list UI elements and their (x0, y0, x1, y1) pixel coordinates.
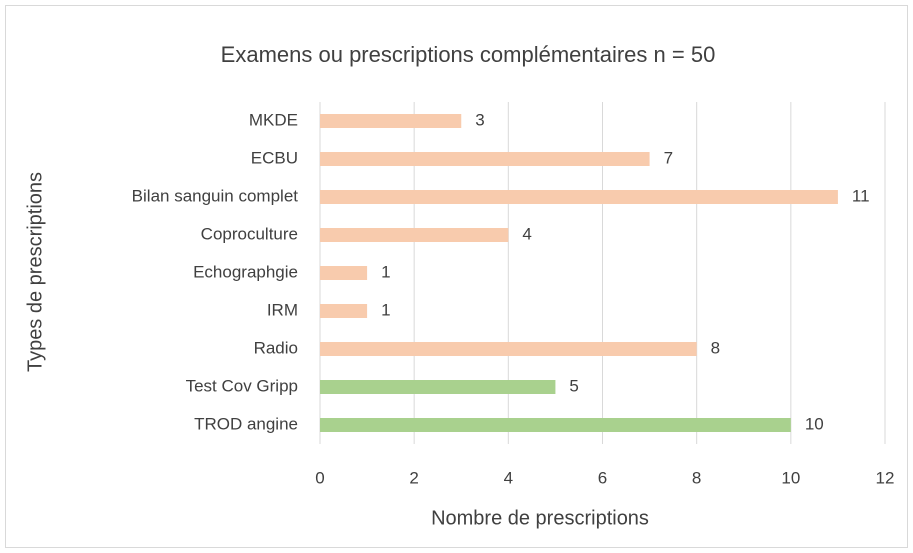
chart-border (5, 5, 908, 548)
y-tick-label: Test Cov Gripp (186, 376, 298, 395)
x-tick-label: 0 (315, 468, 324, 487)
x-axis-label: Nombre de prescriptions (431, 507, 649, 529)
bar (320, 228, 509, 242)
bar (320, 114, 462, 128)
x-tick-label: 4 (504, 468, 513, 487)
bar (320, 190, 838, 204)
y-tick-label: TROD angine (194, 414, 298, 433)
x-tick-label: 8 (692, 468, 701, 487)
chart-title: Examens ou prescriptions complémentaires… (221, 42, 716, 67)
bar (320, 342, 697, 356)
value-label: 7 (664, 148, 673, 167)
y-tick-label: Coproculture (201, 224, 298, 243)
value-label: 3 (475, 110, 484, 129)
value-label: 1 (381, 262, 390, 281)
x-tick-label: 10 (781, 468, 800, 487)
value-label: 4 (522, 224, 531, 243)
y-tick-label: Echographgie (193, 262, 298, 281)
value-label: 8 (711, 338, 720, 357)
x-tick-label: 2 (409, 468, 418, 487)
bar (320, 304, 368, 318)
y-tick-label: ECBU (251, 148, 298, 167)
y-tick-label: IRM (267, 300, 298, 319)
y-tick-label: Radio (254, 338, 298, 357)
y-axis-label: Types de prescriptions (24, 172, 46, 372)
bar (320, 152, 650, 166)
x-tick-label: 6 (598, 468, 607, 487)
value-label: 1 (381, 300, 390, 319)
value-label: 10 (805, 414, 824, 433)
bar (320, 418, 791, 432)
bar (320, 266, 368, 280)
value-label: 11 (852, 186, 870, 205)
y-tick-label: Bilan sanguin complet (132, 186, 299, 205)
x-tick-label: 12 (876, 468, 895, 487)
value-label: 5 (569, 376, 578, 395)
y-tick-label: MKDE (249, 110, 298, 129)
bar (320, 380, 556, 394)
